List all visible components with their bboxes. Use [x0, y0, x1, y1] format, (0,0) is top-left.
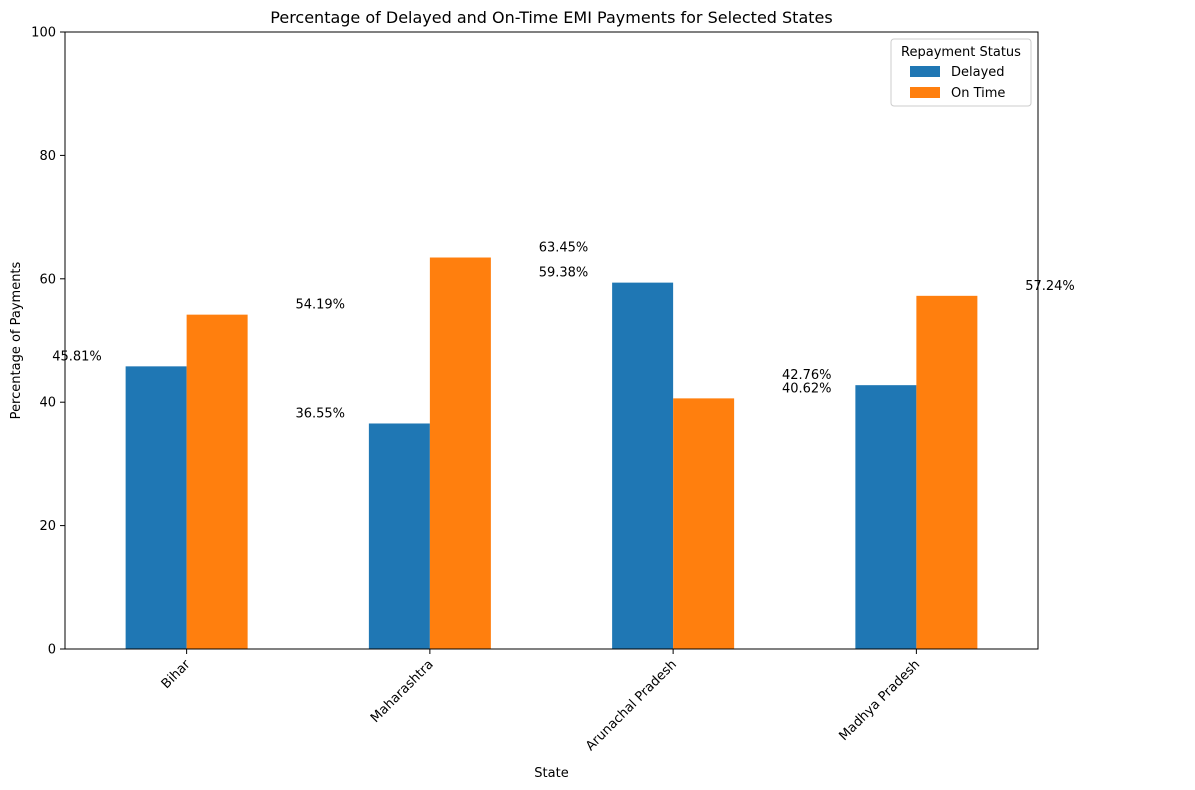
- data-label: 57.24%: [1025, 279, 1075, 294]
- y-axis-title: Percentage of Payments: [9, 261, 24, 419]
- y-tick-label: 40: [39, 396, 56, 411]
- x-tick-label: Madhya Pradesh: [836, 657, 923, 744]
- data-label: 36.55%: [295, 406, 345, 421]
- legend-label-on-time: On Time: [951, 86, 1005, 101]
- legend-title: Repayment Status: [901, 45, 1021, 60]
- bar-delayed-arunachal-pradesh: [612, 282, 674, 649]
- legend-swatch-on-time: [910, 87, 940, 98]
- data-label: 63.45%: [539, 241, 589, 256]
- x-tick-label: Bihar: [159, 657, 194, 692]
- chart-title: Percentage of Delayed and On-Time EMI Pa…: [270, 8, 832, 27]
- bar-delayed-bihar: [125, 366, 187, 649]
- data-label: 40.62%: [782, 381, 832, 396]
- bar-on-time-maharashtra: [429, 257, 491, 649]
- x-tick-label: Arunachal Pradesh: [583, 657, 680, 754]
- y-tick-label: 20: [39, 519, 56, 534]
- bar-delayed-maharashtra: [368, 423, 430, 649]
- bar-delayed-madhya-pradesh: [855, 385, 917, 649]
- data-label: 42.76%: [782, 368, 832, 383]
- data-label: 59.38%: [539, 266, 589, 281]
- y-tick-label: 80: [39, 149, 56, 164]
- bar-on-time-madhya-pradesh: [916, 295, 978, 649]
- plot-area: 0 20 40 60 80 100 Bihar Maharashtra Arunachal Pr…: [31, 26, 1075, 755]
- data-label: 45.81%: [52, 349, 102, 364]
- bar-on-time-arunachal-pradesh: [673, 398, 735, 649]
- x-axis-title: State: [534, 766, 568, 781]
- legend: Repayment Status Delayed On Time: [890, 38, 1032, 107]
- plot-frame: [64, 31, 1039, 650]
- legend-swatch-delayed: [910, 66, 940, 77]
- y-tick-label: 100: [31, 26, 56, 41]
- y-tick-label: 60: [39, 272, 56, 287]
- y-tick-label: 0: [48, 643, 56, 658]
- bar-on-time-bihar: [186, 314, 248, 649]
- data-label: 54.19%: [295, 298, 345, 313]
- legend-label-delayed: Delayed: [951, 65, 1005, 80]
- x-tick-label: Maharashtra: [368, 657, 437, 726]
